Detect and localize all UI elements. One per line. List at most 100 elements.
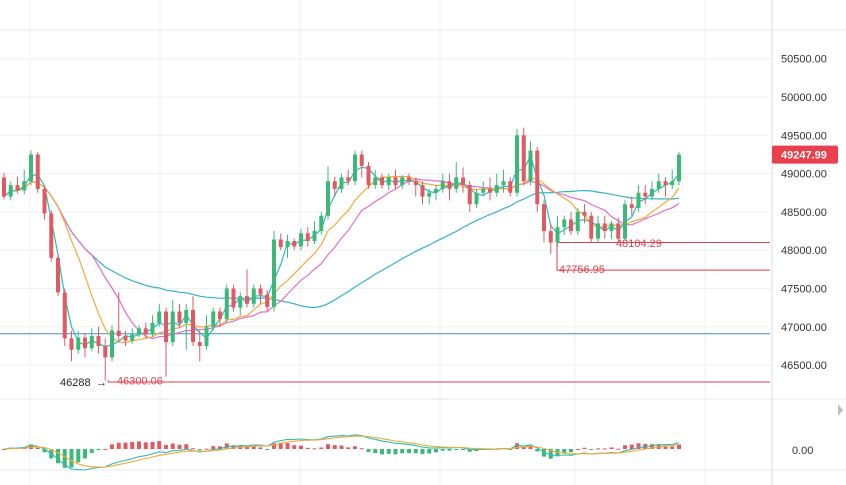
histogram-bar [670, 446, 675, 449]
candle-body [292, 241, 297, 247]
candle-body [62, 292, 67, 339]
histogram-bar [413, 449, 418, 454]
histogram-bar [177, 444, 182, 449]
candle-body [440, 181, 445, 189]
price-tick-label: 49000.00 [781, 169, 827, 181]
candle-body [467, 185, 472, 205]
price-axis[interactable]: 50500.00 50000.00 49500.00 49000.00 48500.00… [781, 54, 827, 372]
histogram-bar [400, 449, 405, 454]
candle-body [130, 334, 135, 341]
candle-body [461, 177, 465, 186]
candle-body [488, 188, 492, 193]
candle-body [366, 165, 371, 186]
candle-body [555, 227, 560, 243]
candle-body [164, 311, 168, 343]
candle-body [197, 342, 202, 346]
candle-body [569, 219, 573, 232]
candle-body [663, 181, 668, 186]
candle-body [589, 215, 594, 239]
candle-body [339, 177, 344, 189]
histogram-bar [447, 449, 452, 451]
histogram-bar [299, 445, 303, 449]
histogram-bar [650, 444, 654, 449]
signal-line [3, 435, 680, 468]
candle-body [137, 328, 141, 335]
candle-body [548, 231, 553, 243]
histogram-bar [62, 449, 67, 468]
candle-body [204, 326, 209, 346]
candle-body [609, 223, 614, 232]
price-tick-label: 49500.00 [781, 130, 827, 142]
histogram-bar [69, 449, 74, 468]
price-tick-label: 50000.00 [781, 92, 827, 104]
candles [2, 127, 681, 381]
histogram-bar [305, 447, 310, 449]
candle-body [359, 154, 364, 166]
candle-body [596, 223, 600, 239]
oscillator-zero-label: 0.00 [792, 445, 813, 457]
histogram-bar [427, 449, 432, 454]
histogram-bar [366, 449, 371, 453]
current-price-badge [772, 145, 838, 164]
candle-body [89, 335, 94, 349]
candle-body [299, 233, 303, 247]
marker-arrow-icon: → [96, 377, 107, 389]
histogram-bar [312, 448, 317, 450]
histogram-bar [211, 446, 216, 449]
candle-body [265, 294, 270, 307]
histogram-bar [596, 448, 600, 450]
candle-body [373, 177, 378, 186]
candle-body [616, 223, 621, 239]
histogram-bar [285, 443, 290, 449]
candle-body [670, 181, 675, 186]
candle-body [481, 188, 486, 193]
candle-body [629, 204, 634, 209]
candle-body [575, 211, 580, 232]
histogram-bar [137, 441, 141, 449]
candle-body [83, 337, 87, 349]
candle-body [2, 177, 6, 197]
candle-body [184, 309, 189, 323]
histogram-bar [420, 449, 425, 455]
histogram-bar [197, 449, 202, 451]
price-tick-label: 46500.00 [781, 360, 827, 372]
candle-body [285, 241, 290, 248]
current-price-label: 49247.99 [781, 150, 827, 162]
histogram-bar [602, 448, 607, 450]
panel-scroll-handle-icon[interactable] [838, 404, 843, 416]
candle-body [251, 288, 256, 304]
price-tick-label: 47500.00 [781, 284, 827, 296]
candle-body [508, 181, 513, 193]
histogram-bar [616, 448, 621, 450]
histogram-bar [56, 449, 60, 464]
histogram-bar [339, 445, 344, 449]
histogram-bar [251, 446, 256, 449]
candle-body [494, 185, 499, 193]
candle-body [474, 192, 479, 205]
histogram-bar [89, 449, 94, 453]
histogram-bar [332, 445, 337, 449]
candle-body [407, 177, 411, 182]
candle-body [380, 177, 384, 186]
price-tick-label: 50500.00 [781, 54, 827, 66]
oscillator-panel [2, 434, 681, 471]
candle-body [8, 185, 13, 197]
histogram-bar [83, 449, 87, 459]
histogram-bar [184, 444, 189, 449]
candle-body [434, 188, 438, 193]
histogram-bar [515, 443, 519, 449]
histogram-bar [373, 449, 378, 454]
candle-body [76, 337, 81, 350]
candle-body [427, 192, 432, 197]
candle-body [123, 335, 128, 341]
histogram-bar [359, 448, 364, 450]
candle-body [393, 177, 398, 186]
candle-body [643, 192, 648, 197]
candle-body [602, 223, 607, 232]
histogram-bar [116, 442, 121, 449]
candle-body [312, 231, 317, 242]
price-tick-label: 47000.00 [781, 322, 827, 334]
candle-body [224, 288, 229, 320]
